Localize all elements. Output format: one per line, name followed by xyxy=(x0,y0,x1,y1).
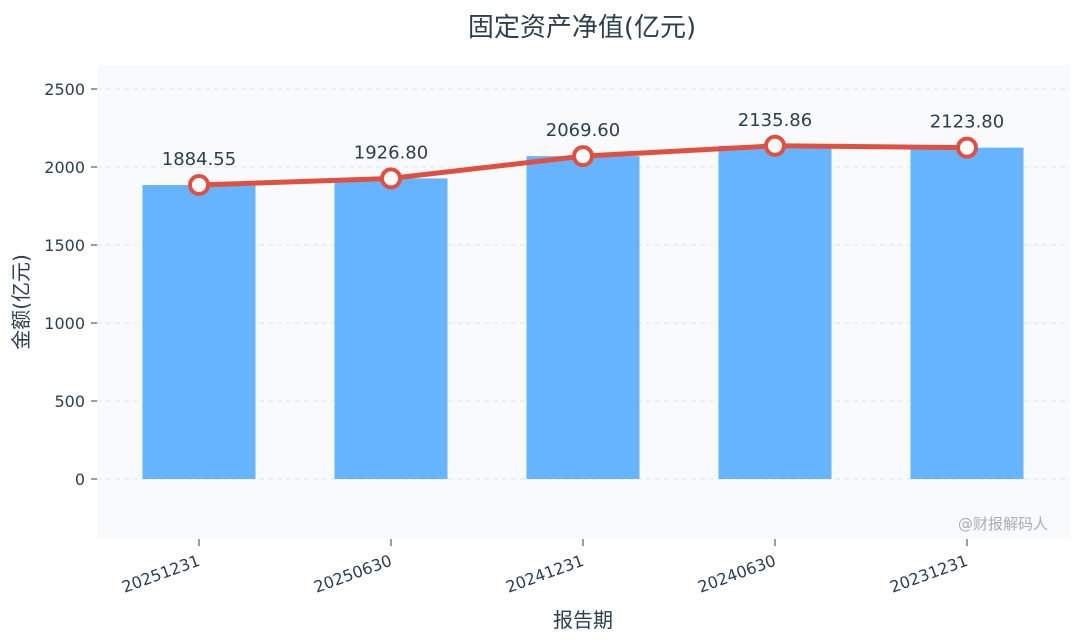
data-label-20241231: 2069.60 xyxy=(546,120,620,141)
x-tick-label-2: 20241231 xyxy=(503,551,586,597)
marker-20251231 xyxy=(188,174,210,197)
bar-20250630 xyxy=(334,178,448,480)
data-label-20231231: 2123.80 xyxy=(930,112,1004,133)
x-axis-label: 报告期 xyxy=(553,608,613,632)
data-label-20251231: 1884.55 xyxy=(162,149,236,170)
bar-20241231 xyxy=(526,156,640,479)
x-tick-label-0: 20251231 xyxy=(119,551,202,597)
marker-20240630 xyxy=(764,134,786,157)
bar-20240630 xyxy=(718,145,832,479)
watermark: @财报解码人 xyxy=(958,515,1048,533)
marker-20241231 xyxy=(572,145,594,168)
marker-20250630 xyxy=(380,167,402,190)
x-tick-label-3: 20240630 xyxy=(695,551,778,597)
data-label-20250630: 1926.80 xyxy=(354,142,428,163)
chart-title: 固定资产净值(亿元) xyxy=(468,13,696,43)
line-markers xyxy=(188,134,978,197)
y-tick-label-1: 500 xyxy=(54,392,85,411)
bar-20251231 xyxy=(142,185,256,479)
data-label-20240630: 2135.86 xyxy=(738,110,812,131)
x-tick-label-1: 20250630 xyxy=(311,551,394,597)
x-tick-label-4: 20231231 xyxy=(887,551,970,597)
y-axis-label: 金额(亿元) xyxy=(9,254,33,350)
y-tick-label-5: 2500 xyxy=(44,80,85,99)
bar-series xyxy=(142,145,1024,480)
marker-20231231 xyxy=(956,136,978,159)
bar-20231231 xyxy=(910,147,1024,479)
y-tick-label-2: 1000 xyxy=(44,314,85,333)
data-labels: 1884.55 1926.80 2069.60 2135.86 2123.80 xyxy=(162,110,1004,170)
y-tick-label-0: 0 xyxy=(75,470,85,489)
y-axis-ticks: 0 500 1000 1500 2000 2500 xyxy=(44,80,97,489)
y-tick-label-4: 2000 xyxy=(44,158,85,177)
x-axis-ticks: 20251231 20250630 20241231 20240630 20231231 xyxy=(119,539,970,597)
y-tick-label-3: 1500 xyxy=(44,236,85,255)
